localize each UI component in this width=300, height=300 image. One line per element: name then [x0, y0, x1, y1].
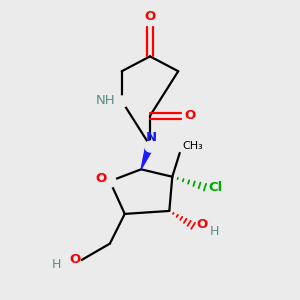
- Text: CH₃: CH₃: [183, 142, 203, 152]
- Text: H: H: [209, 225, 219, 238]
- Text: O: O: [197, 218, 208, 231]
- Text: Cl: Cl: [208, 181, 223, 194]
- Polygon shape: [141, 144, 154, 169]
- Text: O: O: [185, 109, 196, 122]
- Text: N: N: [146, 131, 157, 144]
- Text: O: O: [144, 10, 156, 23]
- Text: NH: NH: [96, 94, 115, 107]
- Text: O: O: [95, 172, 106, 185]
- Text: H: H: [52, 258, 61, 271]
- Text: O: O: [69, 254, 80, 266]
